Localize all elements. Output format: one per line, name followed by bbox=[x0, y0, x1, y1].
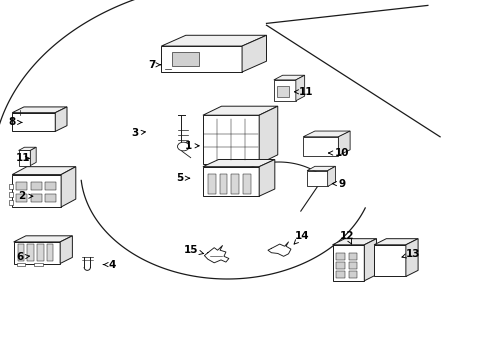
Bar bbox=[31, 182, 41, 190]
Bar bbox=[348, 271, 357, 278]
Bar bbox=[348, 262, 357, 269]
Bar bbox=[16, 194, 27, 202]
Bar bbox=[219, 174, 227, 194]
Polygon shape bbox=[55, 107, 67, 131]
Polygon shape bbox=[61, 167, 76, 207]
Text: 13: 13 bbox=[401, 249, 420, 259]
Text: 14: 14 bbox=[293, 231, 309, 244]
Polygon shape bbox=[203, 115, 259, 164]
Bar bbox=[18, 244, 24, 261]
Bar bbox=[9, 192, 13, 197]
Polygon shape bbox=[332, 245, 364, 281]
Polygon shape bbox=[12, 107, 67, 113]
Bar bbox=[336, 253, 345, 260]
Bar bbox=[231, 174, 239, 194]
Polygon shape bbox=[203, 159, 274, 167]
Polygon shape bbox=[306, 166, 335, 171]
Bar bbox=[37, 244, 43, 261]
Text: 5: 5 bbox=[176, 173, 189, 183]
Polygon shape bbox=[364, 239, 376, 281]
Polygon shape bbox=[19, 147, 36, 150]
Text: 7: 7 bbox=[147, 60, 161, 70]
Text: 2: 2 bbox=[19, 191, 33, 201]
Polygon shape bbox=[405, 239, 417, 276]
Polygon shape bbox=[203, 106, 277, 115]
Polygon shape bbox=[161, 35, 266, 46]
Polygon shape bbox=[19, 150, 30, 166]
Bar bbox=[17, 263, 25, 266]
Text: 8: 8 bbox=[9, 117, 22, 127]
Text: 6: 6 bbox=[16, 252, 29, 262]
Polygon shape bbox=[373, 239, 417, 245]
Text: 11: 11 bbox=[294, 87, 312, 97]
Text: 11: 11 bbox=[16, 153, 31, 163]
Polygon shape bbox=[30, 147, 36, 166]
Text: 15: 15 bbox=[183, 245, 203, 255]
Bar bbox=[243, 174, 250, 194]
Polygon shape bbox=[12, 167, 76, 175]
Polygon shape bbox=[259, 106, 277, 164]
Bar bbox=[9, 200, 13, 205]
Bar bbox=[45, 182, 56, 190]
Bar bbox=[45, 194, 56, 202]
Polygon shape bbox=[327, 166, 335, 186]
Polygon shape bbox=[273, 80, 295, 101]
Polygon shape bbox=[303, 137, 338, 156]
Polygon shape bbox=[14, 236, 72, 242]
Bar bbox=[336, 262, 345, 269]
Text: 1: 1 bbox=[184, 141, 199, 151]
Polygon shape bbox=[12, 175, 61, 207]
Polygon shape bbox=[295, 75, 304, 101]
Bar bbox=[172, 52, 199, 66]
Polygon shape bbox=[306, 171, 327, 186]
Polygon shape bbox=[338, 131, 349, 156]
Polygon shape bbox=[373, 245, 405, 276]
Polygon shape bbox=[203, 167, 259, 196]
Polygon shape bbox=[12, 113, 55, 131]
Polygon shape bbox=[242, 35, 266, 72]
Bar bbox=[27, 244, 34, 261]
Bar bbox=[348, 253, 357, 260]
Polygon shape bbox=[273, 75, 304, 80]
Bar bbox=[16, 182, 27, 190]
Bar bbox=[47, 244, 53, 261]
Bar bbox=[276, 86, 288, 97]
Text: 10: 10 bbox=[328, 148, 349, 158]
Text: 3: 3 bbox=[131, 128, 145, 138]
Polygon shape bbox=[161, 46, 242, 72]
Polygon shape bbox=[303, 131, 349, 137]
Bar bbox=[9, 184, 13, 189]
Text: 12: 12 bbox=[339, 231, 354, 244]
Polygon shape bbox=[259, 159, 274, 196]
Text: 9: 9 bbox=[332, 179, 345, 189]
Polygon shape bbox=[60, 236, 72, 264]
Bar bbox=[336, 271, 345, 278]
Circle shape bbox=[177, 142, 189, 151]
Bar bbox=[207, 174, 215, 194]
Bar bbox=[31, 194, 41, 202]
Polygon shape bbox=[332, 239, 376, 245]
Text: 4: 4 bbox=[103, 260, 116, 270]
Polygon shape bbox=[14, 242, 60, 264]
Bar bbox=[34, 263, 42, 266]
